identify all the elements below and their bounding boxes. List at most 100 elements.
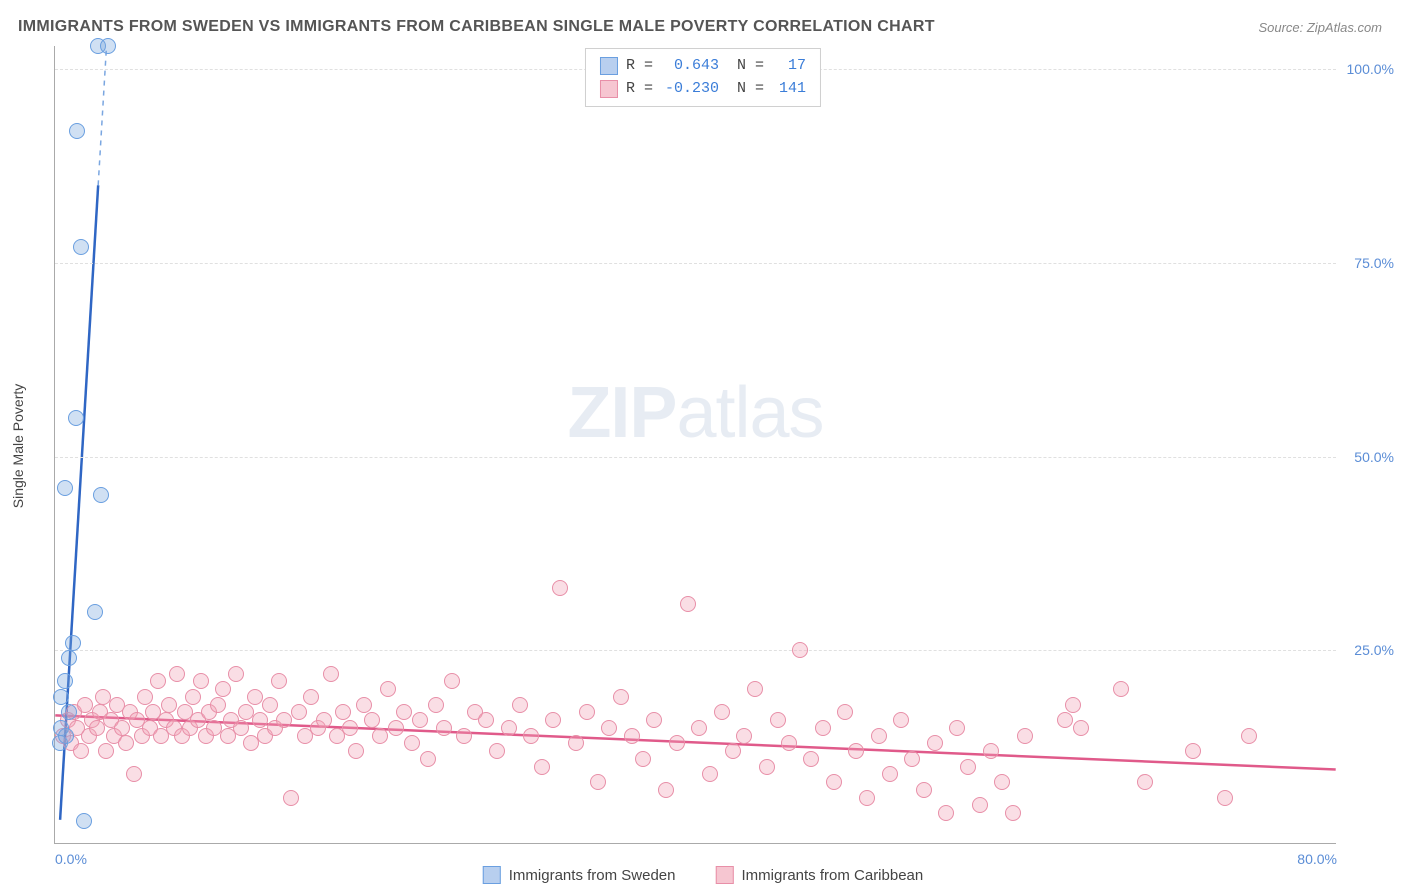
point-caribbean — [759, 759, 775, 775]
series-legend: Immigrants from Sweden Immigrants from Ca… — [483, 866, 923, 884]
point-caribbean — [215, 681, 231, 697]
point-caribbean — [916, 782, 932, 798]
r-label: R = — [626, 55, 653, 78]
point-caribbean — [1073, 720, 1089, 736]
legend-swatch — [600, 57, 618, 75]
legend-swatch — [483, 866, 501, 884]
point-caribbean — [893, 712, 909, 728]
point-caribbean — [420, 751, 436, 767]
point-sweden — [73, 239, 89, 255]
point-caribbean — [949, 720, 965, 736]
point-caribbean — [228, 666, 244, 682]
point-caribbean — [882, 766, 898, 782]
point-caribbean — [568, 735, 584, 751]
point-caribbean — [283, 790, 299, 806]
point-sweden — [53, 689, 69, 705]
stats-legend: R =0.643N =17R =-0.230N =141 — [585, 48, 821, 107]
point-caribbean — [983, 743, 999, 759]
point-caribbean — [276, 712, 292, 728]
point-caribbean — [114, 720, 130, 736]
chart-title: IMMIGRANTS FROM SWEDEN VS IMMIGRANTS FRO… — [18, 18, 935, 36]
point-caribbean — [489, 743, 505, 759]
point-sweden — [76, 813, 92, 829]
point-caribbean — [161, 697, 177, 713]
point-sweden — [65, 635, 81, 651]
point-caribbean — [1217, 790, 1233, 806]
point-caribbean — [388, 720, 404, 736]
point-caribbean — [193, 673, 209, 689]
point-caribbean — [680, 596, 696, 612]
point-caribbean — [534, 759, 550, 775]
point-caribbean — [702, 766, 718, 782]
point-caribbean — [1137, 774, 1153, 790]
point-caribbean — [316, 712, 332, 728]
legend-swatch — [600, 80, 618, 98]
point-caribbean — [770, 712, 786, 728]
point-caribbean — [669, 735, 685, 751]
point-sweden — [93, 487, 109, 503]
x-tick-label: 0.0% — [55, 851, 87, 867]
point-caribbean — [436, 720, 452, 736]
legend-item: Immigrants from Caribbean — [716, 866, 924, 884]
point-caribbean — [98, 743, 114, 759]
point-sweden — [57, 480, 73, 496]
x-tick-label: 80.0% — [1297, 851, 1337, 867]
point-caribbean — [1241, 728, 1257, 744]
legend-stat-row: R =-0.230N =141 — [600, 78, 806, 101]
point-caribbean — [169, 666, 185, 682]
y-tick-label: 75.0% — [1342, 255, 1394, 271]
point-caribbean — [859, 790, 875, 806]
point-caribbean — [73, 743, 89, 759]
legend-label: Immigrants from Caribbean — [742, 867, 924, 884]
point-caribbean — [960, 759, 976, 775]
point-caribbean — [137, 689, 153, 705]
r-value: 0.643 — [661, 55, 719, 78]
point-caribbean — [523, 728, 539, 744]
gridline — [55, 650, 1336, 651]
point-caribbean — [691, 720, 707, 736]
point-caribbean — [646, 712, 662, 728]
point-sweden — [87, 604, 103, 620]
point-caribbean — [826, 774, 842, 790]
gridline — [55, 457, 1336, 458]
point-caribbean — [478, 712, 494, 728]
point-caribbean — [658, 782, 674, 798]
plot-area: ZIPatlas 25.0%50.0%75.0%100.0%0.0%80.0% — [54, 46, 1336, 844]
point-caribbean — [335, 704, 351, 720]
point-caribbean — [126, 766, 142, 782]
y-tick-label: 25.0% — [1342, 642, 1394, 658]
legend-swatch — [716, 866, 734, 884]
point-caribbean — [428, 697, 444, 713]
point-caribbean — [871, 728, 887, 744]
n-value: 141 — [772, 78, 806, 101]
point-caribbean — [792, 642, 808, 658]
point-caribbean — [396, 704, 412, 720]
point-caribbean — [837, 704, 853, 720]
point-caribbean — [725, 743, 741, 759]
r-label: R = — [626, 78, 653, 101]
point-caribbean — [118, 735, 134, 751]
point-caribbean — [372, 728, 388, 744]
point-caribbean — [635, 751, 651, 767]
point-sweden — [57, 673, 73, 689]
point-caribbean — [972, 797, 988, 813]
point-caribbean — [150, 673, 166, 689]
point-caribbean — [185, 689, 201, 705]
point-caribbean — [613, 689, 629, 705]
point-caribbean — [323, 666, 339, 682]
point-sweden — [69, 123, 85, 139]
point-caribbean — [938, 805, 954, 821]
source-attribution: Source: ZipAtlas.com — [1258, 20, 1382, 35]
gridline — [55, 263, 1336, 264]
point-caribbean — [1057, 712, 1073, 728]
n-label: N = — [737, 78, 764, 101]
point-caribbean — [380, 681, 396, 697]
point-caribbean — [590, 774, 606, 790]
point-caribbean — [601, 720, 617, 736]
point-caribbean — [927, 735, 943, 751]
legend-item: Immigrants from Sweden — [483, 866, 676, 884]
point-caribbean — [356, 697, 372, 713]
point-caribbean — [803, 751, 819, 767]
legend-stat-row: R =0.643N =17 — [600, 55, 806, 78]
point-caribbean — [271, 673, 287, 689]
